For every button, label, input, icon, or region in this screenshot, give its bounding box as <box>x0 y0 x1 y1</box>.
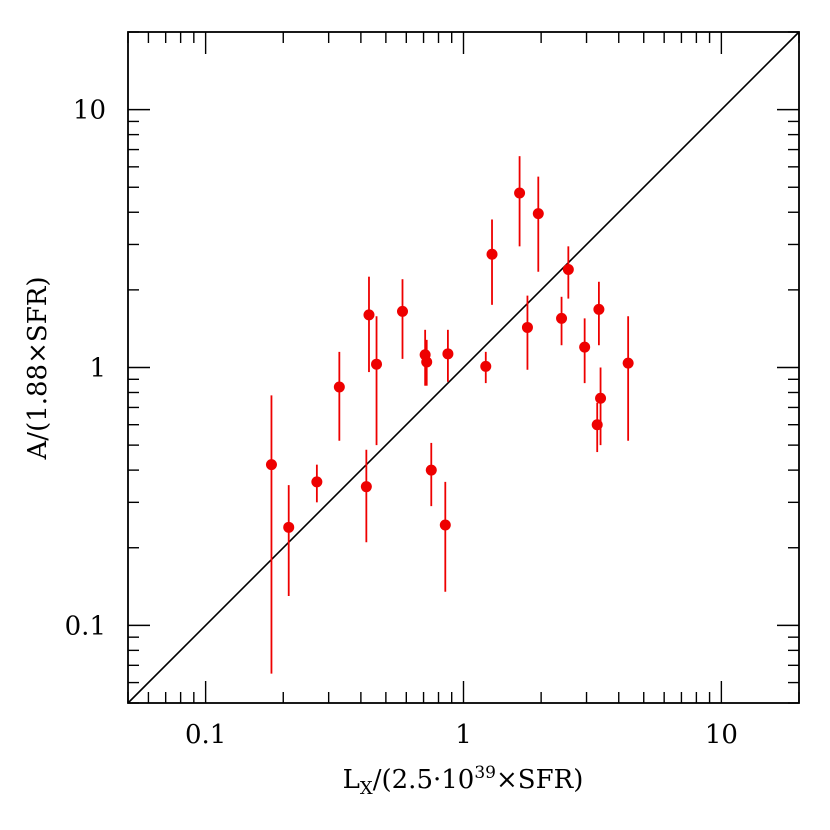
point-marker <box>425 464 437 476</box>
data-point <box>333 351 345 441</box>
x-tick-label: 0.1 <box>185 720 226 750</box>
point-marker <box>514 187 526 199</box>
axis-ticks <box>127 31 800 704</box>
data-point <box>532 176 544 272</box>
point-marker <box>371 358 383 370</box>
x-axis-label: LX/(2.5·1039×SFR) <box>343 763 584 799</box>
data-point <box>595 367 607 446</box>
x-tick-label: 1 <box>455 720 472 750</box>
point-marker <box>562 263 574 275</box>
data-point <box>579 318 591 384</box>
data-point <box>425 442 437 507</box>
data-point <box>439 481 451 592</box>
point-marker <box>532 208 544 220</box>
y-tick-label: 0.1 <box>65 611 106 641</box>
tick-labels: 0.1 1 10 0.1 1 10 <box>65 96 738 750</box>
data-point <box>360 449 372 543</box>
point-marker <box>480 360 492 372</box>
reference-line-y-equals-x <box>127 31 800 704</box>
point-marker <box>579 341 591 353</box>
data-point <box>371 316 383 446</box>
data-point <box>283 485 295 596</box>
y-axis-label: A/(1.88×SFR) <box>23 277 53 461</box>
data-point <box>514 156 526 247</box>
point-marker <box>311 476 323 488</box>
point-marker <box>442 348 454 360</box>
data-point <box>556 296 568 346</box>
data-point <box>442 329 454 382</box>
data-point <box>622 316 634 441</box>
x-tick-label: 10 <box>705 720 738 750</box>
plot-frame <box>127 31 800 704</box>
y-tick-label: 10 <box>73 96 106 126</box>
point-marker <box>439 519 451 531</box>
data-point <box>363 276 375 373</box>
point-marker <box>333 381 345 393</box>
point-marker <box>265 459 277 471</box>
data-point <box>562 246 574 299</box>
data-point <box>480 351 492 384</box>
data-point <box>421 339 433 386</box>
point-marker <box>521 321 533 333</box>
point-marker <box>421 356 433 368</box>
point-marker <box>363 309 375 321</box>
point-marker <box>622 357 634 369</box>
data-point <box>486 219 498 305</box>
data-point <box>521 295 533 370</box>
point-marker <box>486 248 498 260</box>
point-marker <box>360 481 372 493</box>
data-points <box>265 156 634 674</box>
point-marker <box>593 303 605 315</box>
data-point <box>311 464 323 503</box>
point-marker <box>283 521 295 533</box>
point-marker <box>556 312 568 324</box>
point-marker <box>396 305 408 317</box>
plot-area <box>127 31 800 704</box>
y-tick-label: 1 <box>89 354 106 384</box>
data-point <box>396 279 408 359</box>
data-point <box>593 281 605 346</box>
data-point <box>265 395 277 674</box>
point-marker <box>595 392 607 404</box>
